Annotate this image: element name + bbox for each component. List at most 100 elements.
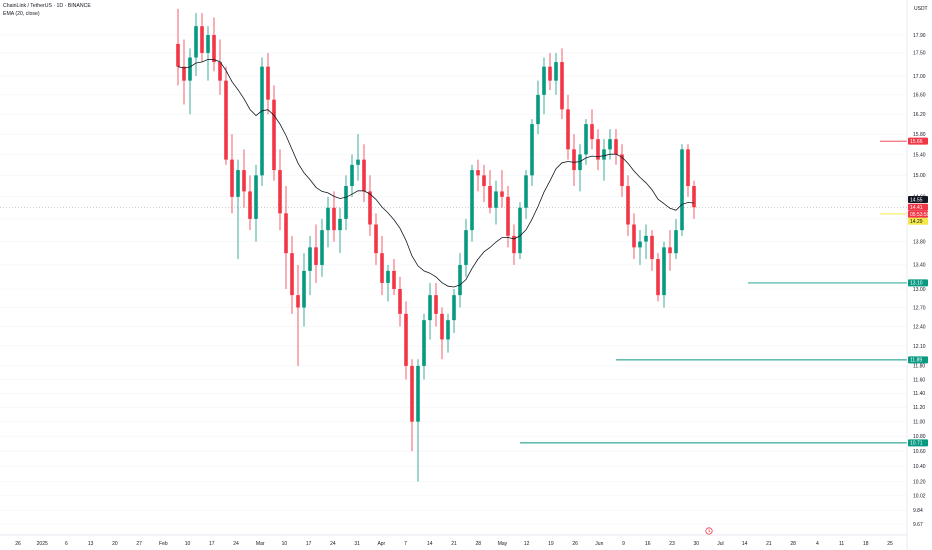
price-badge xyxy=(908,217,928,225)
time-axis-label: 2025 xyxy=(37,541,48,547)
candle-body xyxy=(446,320,450,340)
candle-body xyxy=(230,159,234,197)
time-axis-label: 12 xyxy=(524,541,530,547)
candle-body xyxy=(302,270,306,308)
time-axis[interactable]: 26 2025 6 13 20 27 Feb 10 17 24 Mar 10 17 24 31 Apr 7 14 2… xyxy=(15,541,893,547)
candle-body xyxy=(626,186,630,225)
candle-body xyxy=(392,270,396,290)
candle-body xyxy=(464,230,468,265)
candle-body xyxy=(188,57,192,81)
time-axis-label: 24 xyxy=(233,541,239,547)
price-badge xyxy=(908,279,928,287)
candle-body xyxy=(176,43,180,67)
candle-body xyxy=(236,170,240,197)
candle-body xyxy=(194,26,198,58)
time-axis-label: 13 xyxy=(88,541,94,547)
candle-body xyxy=(320,230,324,265)
candle-body xyxy=(272,99,276,171)
candle-body xyxy=(374,224,378,254)
candle-body xyxy=(398,289,402,314)
candle-body xyxy=(560,62,564,110)
candle-body xyxy=(548,66,552,81)
candle-body xyxy=(554,62,558,81)
price-axis-label: 17.00 xyxy=(913,74,926,80)
price-axis-label: 10.20 xyxy=(913,479,926,485)
candle-body xyxy=(680,149,684,231)
candle-body xyxy=(284,213,288,254)
price-badge xyxy=(908,196,928,204)
price-axis-label: 16.20 xyxy=(913,112,926,118)
time-axis-label: 17 xyxy=(306,541,312,547)
time-axis-label: 4 xyxy=(816,541,819,547)
candle-body xyxy=(254,175,258,219)
price-badge xyxy=(908,356,928,364)
price-badge-label: 13.10 xyxy=(910,281,923,287)
time-axis-label: Mar xyxy=(256,541,265,547)
price-axis-label: 12.10 xyxy=(913,344,926,350)
candle-body xyxy=(434,295,438,314)
symbol-title[interactable]: ChainLink / TetherUS · 1D · BINANCE xyxy=(3,3,91,9)
time-axis-label: 10 xyxy=(185,541,191,547)
price-axis-label: 11.80 xyxy=(913,364,925,370)
candle-body xyxy=(242,170,246,192)
price-axis-label: 13.80 xyxy=(913,239,926,245)
candle-body xyxy=(512,235,516,254)
time-axis-label: 26 xyxy=(15,541,21,547)
candle-body xyxy=(608,139,612,150)
time-axis-label: 10 xyxy=(282,541,288,547)
candle-body xyxy=(488,186,492,208)
candle-body xyxy=(668,247,672,254)
price-badge xyxy=(908,210,928,218)
time-axis-label: 23 xyxy=(669,541,675,547)
time-axis-label: 19 xyxy=(548,541,554,547)
ema-line xyxy=(177,58,695,288)
time-axis-label: Feb xyxy=(159,541,168,547)
time-axis-label: 30 xyxy=(693,541,699,547)
candle-body xyxy=(218,62,222,81)
candle-body xyxy=(410,365,414,422)
time-axis-label: Apr xyxy=(377,541,385,547)
time-axis-label: 28 xyxy=(790,541,796,547)
indicator-label[interactable]: EMA (20, close) xyxy=(3,10,40,17)
candle-body xyxy=(266,66,270,100)
candle-body xyxy=(530,124,534,176)
candle-body xyxy=(590,124,594,140)
candle-body xyxy=(650,235,654,260)
candle-body xyxy=(308,247,312,271)
alert-clock-icon[interactable] xyxy=(705,527,713,535)
time-axis-label: 21 xyxy=(766,541,772,547)
candle-body xyxy=(674,230,678,254)
price-badge xyxy=(908,137,928,145)
candle-body xyxy=(404,313,408,366)
time-axis-label: 14 xyxy=(427,541,433,547)
candle-body xyxy=(470,170,474,231)
candle-body xyxy=(644,235,648,242)
time-axis-label: 24 xyxy=(330,541,336,547)
price-axis-label: 13.00 xyxy=(913,287,926,293)
price-axis-label: 9.67 xyxy=(913,522,923,528)
time-axis-label: 26 xyxy=(572,541,578,547)
candle-body xyxy=(332,207,336,231)
price-axis-label: 10.80 xyxy=(913,434,926,440)
time-axis-label: May xyxy=(498,541,508,547)
candle-body xyxy=(440,313,444,340)
price-axis-label: 12.70 xyxy=(913,305,926,311)
candle-body xyxy=(506,196,510,236)
time-axis-label: 21 xyxy=(451,541,457,547)
candle-body xyxy=(656,259,660,296)
price-badge-label: 11.89 xyxy=(910,358,922,364)
candle-body xyxy=(494,191,498,208)
price-axis-currency: USDT xyxy=(914,6,928,12)
candle-body xyxy=(518,207,522,254)
candle-body xyxy=(350,164,354,187)
price-axis-label: 12.40 xyxy=(913,324,926,330)
price-axis-label: 16.60 xyxy=(913,93,926,99)
time-axis-label: 27 xyxy=(136,541,142,547)
candle-body xyxy=(662,247,666,296)
time-axis-label: 31 xyxy=(354,541,360,547)
candle-body xyxy=(290,253,294,296)
candle-body xyxy=(482,175,486,187)
time-axis-label: 14 xyxy=(742,541,748,547)
